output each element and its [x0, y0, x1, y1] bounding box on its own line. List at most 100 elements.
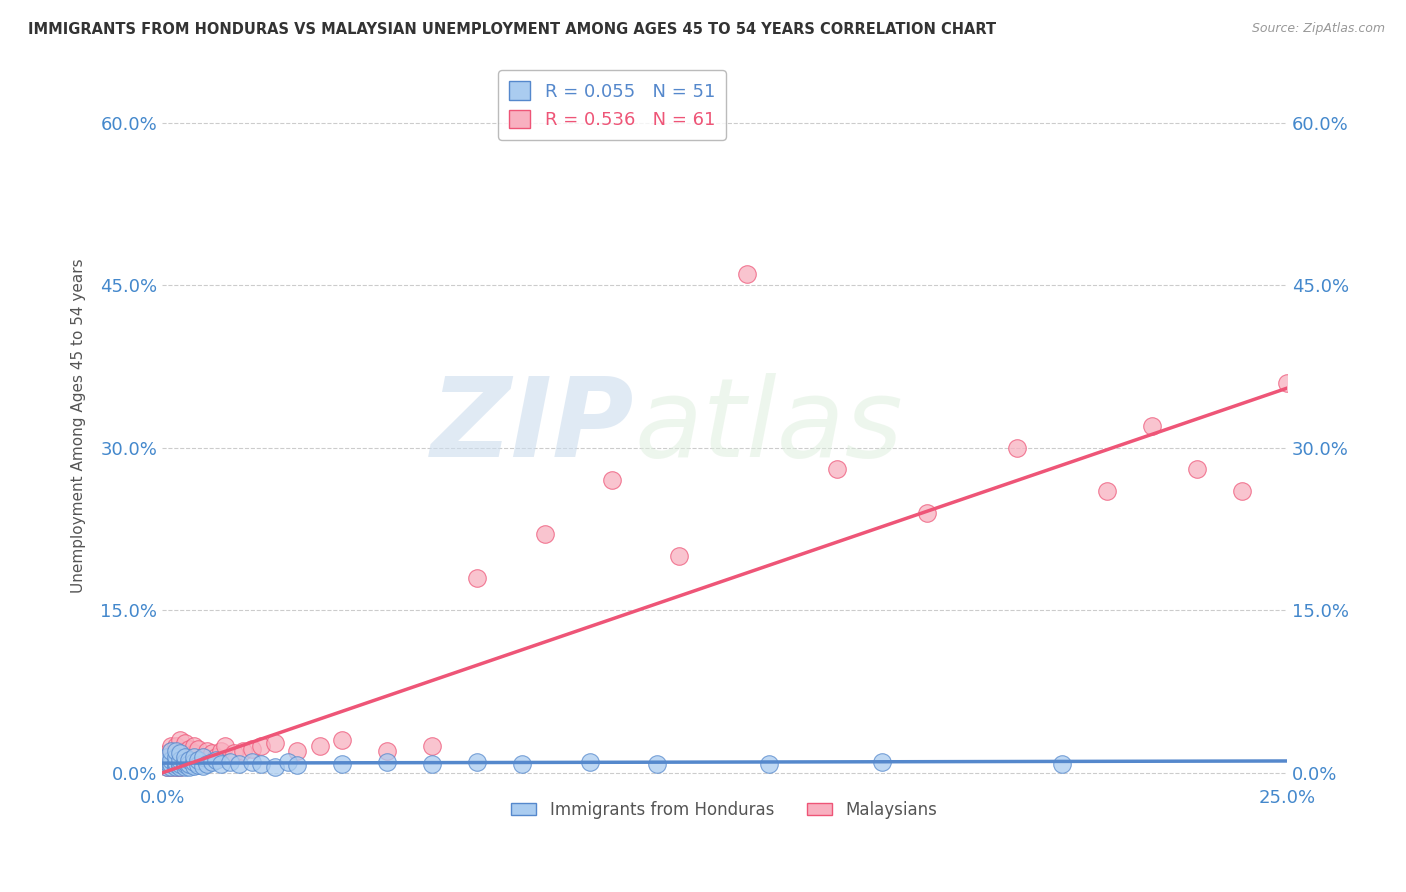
Point [870, 755, 893, 769]
Point [600, 473, 623, 487]
Point [156, 749, 179, 764]
Point [263, 735, 285, 749]
Point [165, 753, 187, 767]
Point [209, 744, 232, 758]
Point [533, 527, 555, 541]
Point [179, 742, 201, 756]
Point [375, 755, 398, 769]
Point [285, 758, 308, 772]
Point [169, 760, 191, 774]
Point [179, 749, 201, 764]
Point [169, 760, 191, 774]
Point [160, 749, 183, 764]
Point [1275, 376, 1298, 390]
Point [209, 757, 232, 772]
Point [179, 753, 201, 767]
Point [195, 744, 218, 758]
Text: IMMIGRANTS FROM HONDURAS VS MALAYSIAN UNEMPLOYMENT AMONG AGES 45 TO 54 YEARS COR: IMMIGRANTS FROM HONDURAS VS MALAYSIAN UN… [28, 22, 997, 37]
Y-axis label: Unemployment Among Ages 45 to 54 years: Unemployment Among Ages 45 to 54 years [72, 259, 86, 593]
Point [578, 755, 600, 769]
Point [169, 757, 191, 772]
Point [465, 571, 488, 585]
Point [165, 747, 187, 761]
Point [156, 747, 179, 761]
Point [915, 506, 938, 520]
Point [183, 747, 205, 761]
Point [191, 749, 214, 764]
Point [214, 739, 236, 753]
Point [156, 753, 179, 767]
Point [165, 739, 187, 753]
Point [173, 757, 195, 772]
Point [160, 757, 183, 772]
Point [160, 744, 183, 758]
Point [169, 733, 191, 747]
Point [165, 757, 187, 772]
Point [195, 757, 218, 772]
Point [160, 744, 183, 758]
Point [156, 755, 179, 769]
Point [165, 755, 187, 769]
Point [183, 755, 205, 769]
Point [735, 268, 758, 282]
Point [668, 549, 690, 564]
Point [169, 753, 191, 767]
Point [173, 735, 195, 749]
Point [825, 462, 848, 476]
Legend: Immigrants from Honduras, Malaysians: Immigrants from Honduras, Malaysians [505, 794, 945, 825]
Point [173, 760, 195, 774]
Point [218, 755, 240, 769]
Point [375, 744, 398, 758]
Point [160, 760, 183, 774]
Point [156, 757, 179, 772]
Point [160, 760, 183, 774]
Point [173, 744, 195, 758]
Point [232, 744, 254, 758]
Point [179, 760, 201, 774]
Point [200, 755, 222, 769]
Point [183, 759, 205, 773]
Point [160, 739, 183, 753]
Point [1230, 484, 1253, 499]
Text: Source: ZipAtlas.com: Source: ZipAtlas.com [1251, 22, 1385, 36]
Point [169, 747, 191, 761]
Point [169, 749, 191, 764]
Point [187, 742, 209, 756]
Point [173, 753, 195, 767]
Point [228, 757, 250, 772]
Point [1140, 419, 1163, 434]
Point [187, 758, 209, 772]
Text: ZIP: ZIP [432, 373, 634, 480]
Point [1095, 484, 1118, 499]
Point [1050, 757, 1073, 772]
Point [183, 755, 205, 769]
Point [160, 755, 183, 769]
Point [156, 760, 179, 774]
Point [165, 760, 187, 774]
Point [195, 755, 218, 769]
Point [205, 749, 228, 764]
Point [330, 757, 353, 772]
Point [191, 759, 214, 773]
Point [160, 753, 183, 767]
Point [420, 757, 443, 772]
Point [250, 739, 273, 753]
Point [191, 749, 214, 764]
Point [183, 749, 205, 764]
Point [1005, 441, 1028, 455]
Point [173, 749, 195, 764]
Point [277, 755, 299, 769]
Point [165, 757, 187, 772]
Point [330, 733, 353, 747]
Point [205, 753, 228, 767]
Point [179, 757, 201, 772]
Point [420, 739, 443, 753]
Point [308, 739, 330, 753]
Point [169, 744, 191, 758]
Point [250, 757, 273, 772]
Point [165, 760, 187, 774]
Point [187, 753, 209, 767]
Point [222, 747, 245, 761]
Point [173, 757, 195, 772]
Point [465, 755, 488, 769]
